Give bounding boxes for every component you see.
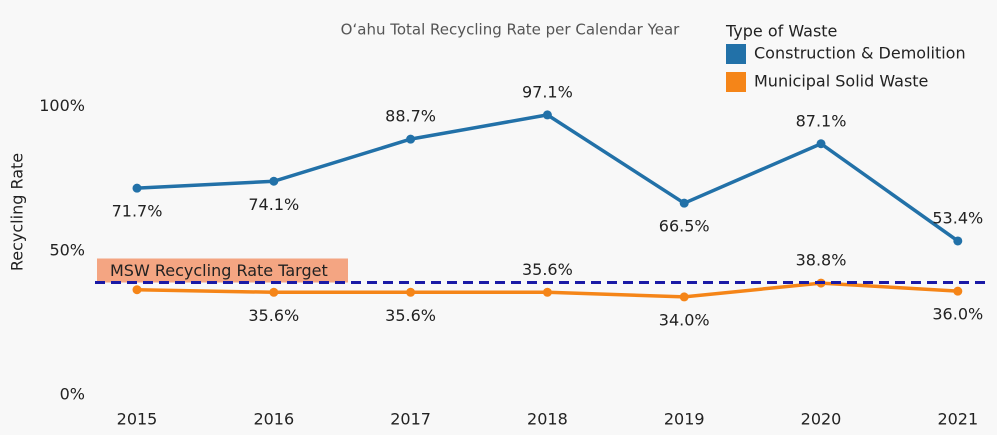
data-point (953, 236, 963, 246)
y-axis-label: Recycling Rate (8, 153, 27, 271)
target-label: MSW Recycling Rate Target (110, 261, 328, 280)
legend-swatch (726, 72, 746, 92)
chart-title: O‘ahu Total Recycling Rate per Calendar … (341, 21, 680, 39)
data-label: 34.0% (659, 310, 710, 329)
data-label: 66.5% (659, 217, 710, 236)
data-point (132, 183, 142, 193)
data-label: 53.4% (932, 208, 983, 227)
legend-label: Construction & Demolition (754, 44, 966, 63)
data-point (132, 285, 142, 295)
data-label: 35.6% (522, 260, 573, 279)
data-point (269, 176, 279, 186)
data-label: 36.0% (932, 305, 983, 324)
data-label: 35.6% (248, 306, 299, 325)
target-label-bg (97, 258, 348, 283)
data-label: 87.1% (796, 111, 847, 130)
data-point (679, 198, 689, 208)
data-label: 38.8% (796, 251, 847, 270)
data-label: 97.1% (522, 82, 573, 101)
x-tick-label: 2018 (527, 410, 568, 429)
legend-title: Type of Waste (725, 22, 837, 41)
y-tick-label: 50% (49, 240, 85, 259)
legend-label: Municipal Solid Waste (754, 72, 928, 91)
data-point (406, 287, 416, 297)
y-tick-label: 0% (60, 385, 85, 404)
data-label: 74.1% (248, 195, 299, 214)
x-tick-label: 2015 (117, 410, 158, 429)
y-tick-label: 100% (39, 96, 85, 115)
data-point (406, 134, 416, 144)
x-tick-label: 2016 (253, 410, 294, 429)
data-point (269, 287, 279, 297)
x-tick-label: 2020 (801, 410, 842, 429)
data-point (542, 287, 552, 297)
data-label: 35.6% (385, 306, 436, 325)
data-label: 71.7% (112, 202, 163, 221)
legend-swatch (726, 44, 746, 64)
data-point (816, 139, 826, 149)
x-tick-label: 2019 (664, 410, 705, 429)
data-point (542, 110, 552, 120)
data-point (679, 292, 689, 302)
data-label: 88.7% (385, 107, 436, 126)
x-tick-label: 2017 (390, 410, 431, 429)
x-tick-label: 2021 (937, 410, 978, 429)
data-point (953, 286, 963, 296)
